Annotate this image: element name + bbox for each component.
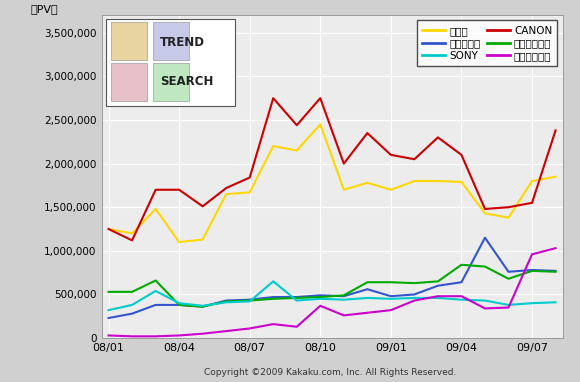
FancyBboxPatch shape (111, 22, 147, 60)
Legend: ニコン, オリンパス, SONY, CANON, ペンタックス, パナソニック: ニコン, オリンパス, SONY, CANON, ペンタックス, パナソニック (417, 21, 557, 66)
Text: Copyright ©2009 Kakaku.com, Inc. All Rights Reserved.: Copyright ©2009 Kakaku.com, Inc. All Rig… (204, 368, 457, 377)
Text: （PV）: （PV） (30, 4, 57, 14)
Text: TREND: TREND (160, 36, 205, 49)
FancyBboxPatch shape (153, 63, 189, 101)
Text: SEARCH: SEARCH (160, 75, 213, 88)
FancyBboxPatch shape (106, 18, 235, 106)
FancyBboxPatch shape (153, 22, 189, 60)
FancyBboxPatch shape (111, 63, 147, 101)
